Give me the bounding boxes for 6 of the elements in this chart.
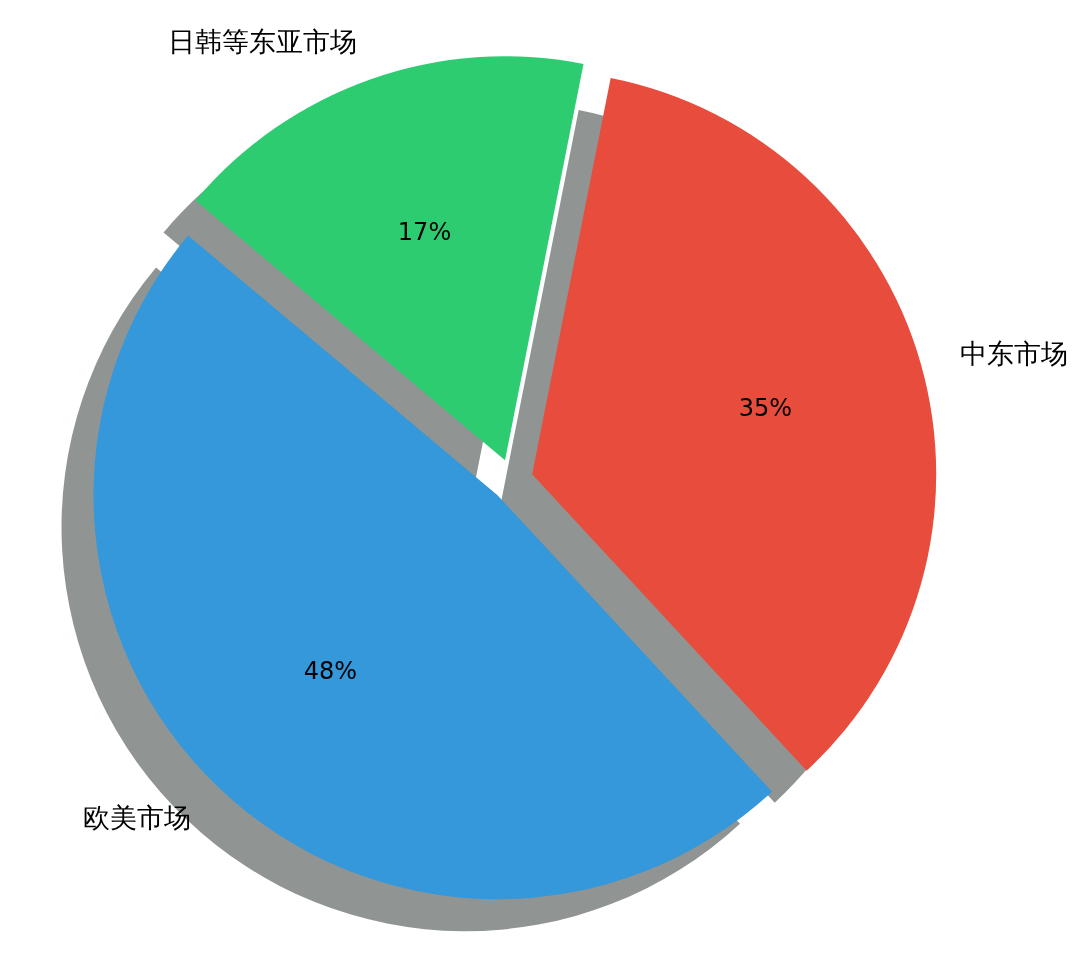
slice-label: 中东市场 — [959, 337, 1068, 369]
data-label: 35% — [738, 394, 793, 423]
data-label: 17% — [397, 217, 452, 246]
data-label: 48% — [303, 656, 358, 685]
slice-label: 欧美市场 — [83, 801, 192, 833]
slice-label: 日韩等东亚市场 — [168, 25, 358, 57]
